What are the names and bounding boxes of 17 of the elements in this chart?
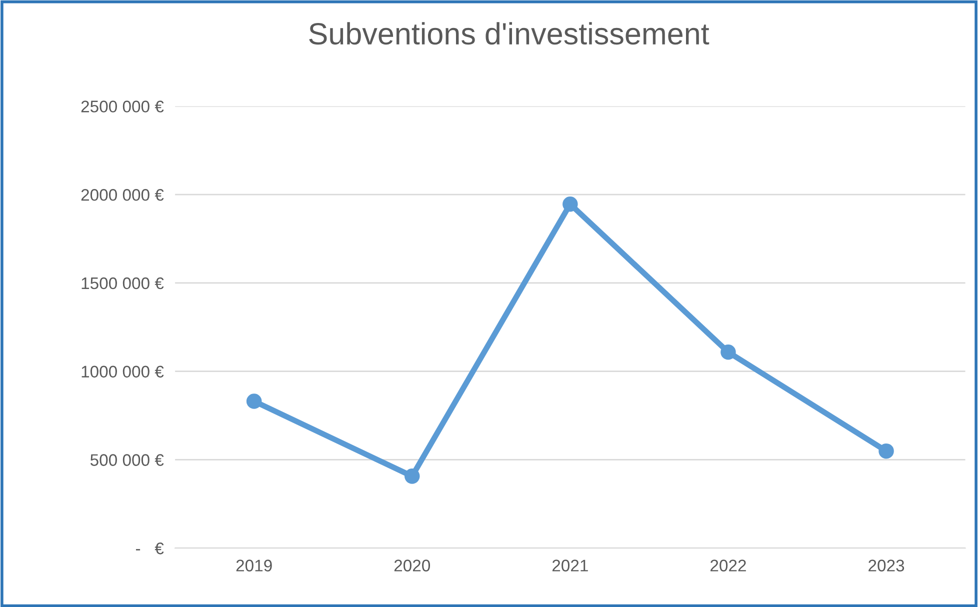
y-tick-label: 500 000 € <box>90 454 164 466</box>
point <box>562 196 578 212</box>
y-tick-label: - € <box>136 542 164 554</box>
y-tick-label: 1500 000 € <box>82 277 164 290</box>
y-tick-label: 1000 000 € <box>82 366 164 378</box>
y-tick-label: 2500 000 € <box>81 100 164 112</box>
x-tick-label: 2020 <box>394 560 430 572</box>
x-tick-label: 2023 <box>868 560 904 572</box>
point <box>720 344 736 360</box>
x-tick-label: 2021 <box>552 560 588 572</box>
point <box>404 468 420 484</box>
y-tick-label: 2000 000 € <box>81 189 164 201</box>
chart-title: Subventions d'investissement <box>309 22 710 45</box>
x-tick-label: 2019 <box>236 560 272 572</box>
point <box>878 443 894 459</box>
x-tick-label: 2022 <box>710 560 746 572</box>
point <box>246 394 262 409</box>
